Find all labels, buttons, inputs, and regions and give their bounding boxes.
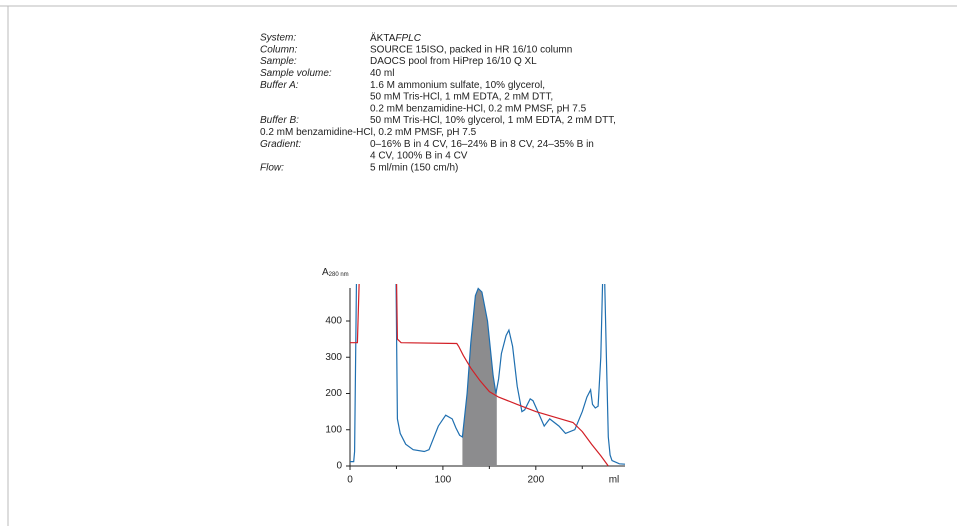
field-value: 0–16% B in 4 CV, 16–24% B in 8 CV, 24–35… xyxy=(370,139,594,150)
chromatogram: 0 100 200 300 400 0 100 200 ml A280 nm xyxy=(322,267,626,486)
x-axis-label: ml xyxy=(609,475,620,486)
y-tick-label: 300 xyxy=(325,352,342,363)
field-label: Sample volume: xyxy=(260,68,332,79)
field-value: 50 mM Tris-HCl, 10% glycerol, 1 mM EDTA,… xyxy=(370,115,616,126)
field-label: Buffer B: xyxy=(260,115,299,126)
field-value: ÄKTAFPLC xyxy=(370,32,422,44)
field-label: Buffer A: xyxy=(260,80,299,91)
field-value: DAOCS pool from HiPrep 16/10 Q XL xyxy=(370,56,537,67)
y-label-main: A xyxy=(322,267,329,278)
field-label: Gradient: xyxy=(260,139,301,150)
x-tick-label: 100 xyxy=(435,475,452,486)
field-value: 0.2 mM benzamidine-HCl, 0.2 mM PMSF, pH … xyxy=(260,127,477,138)
series-line xyxy=(350,284,626,465)
value-part: ÄKTA xyxy=(370,32,396,44)
field-value: 0.2 mM benzamidine-HCl, 0.2 mM PMSF, pH … xyxy=(370,103,587,114)
x-tick-label: 0 xyxy=(347,475,353,486)
field-label: Flow: xyxy=(260,162,284,173)
x-tick-label: 200 xyxy=(527,475,544,486)
field-label: Column: xyxy=(260,44,297,55)
field-value: 1.6 M ammonium sulfate, 10% glycerol, xyxy=(370,80,545,91)
field-label: System: xyxy=(260,33,296,44)
field-label: Sample: xyxy=(260,56,297,67)
y-tick-label: 200 xyxy=(325,388,342,399)
y-label-sub: 280 nm xyxy=(329,272,349,278)
field-value: 40 ml xyxy=(370,68,394,79)
value-part: FPLC xyxy=(395,33,421,44)
field-value: 4 CV, 100% B in 4 CV xyxy=(370,151,468,162)
method-info: System: ÄKTAFPLC Column: SOURCE 15ISO, pack… xyxy=(260,32,616,174)
field-value: 5 ml/min (150 cm/h) xyxy=(370,162,458,173)
y-tick-label: 0 xyxy=(336,461,342,472)
y-tick-label: 400 xyxy=(325,316,342,327)
series-line xyxy=(350,284,609,467)
field-value: 50 mM Tris-HCl, 1 mM EDTA, 2 mM DTT, xyxy=(370,92,553,103)
y-tick-label: 100 xyxy=(325,424,342,435)
plot-area xyxy=(350,284,626,467)
field-value: SOURCE 15ISO, packed in HR 16/10 column xyxy=(370,44,572,55)
collected-fraction xyxy=(462,288,497,466)
y-axis-label: A280 nm xyxy=(322,267,349,278)
